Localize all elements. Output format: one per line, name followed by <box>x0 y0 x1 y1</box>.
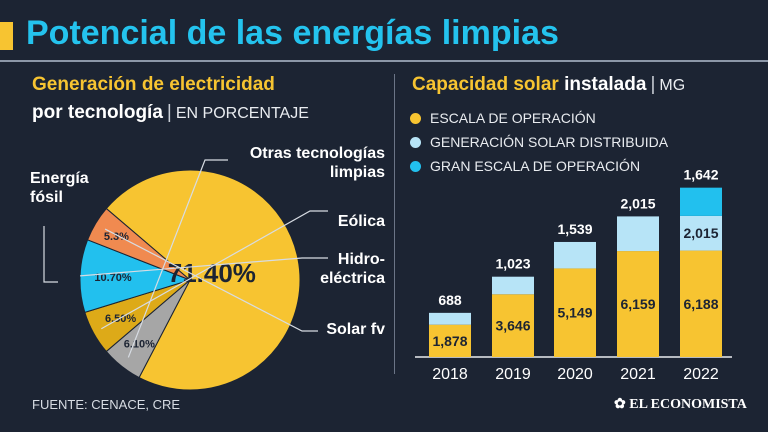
bar-segment <box>617 251 659 357</box>
legend-swatch <box>410 136 421 148</box>
bar-segment <box>680 187 722 216</box>
bar-segment <box>429 324 471 357</box>
x-tick-label: 2022 <box>683 366 719 383</box>
brand-logo: ✿ EL ECONOMISTA <box>614 396 747 413</box>
leader-line <box>104 228 318 332</box>
bar-segment <box>492 276 534 295</box>
legend-swatch <box>410 112 421 124</box>
bar-value-label: 1,878 <box>432 333 467 349</box>
brand-name: EL ECONOMISTA <box>629 397 747 412</box>
legend-item: ESCALA DE OPERACIÓN <box>410 106 668 130</box>
bar-value-label: 2,015 <box>683 225 718 241</box>
leader-line <box>80 257 328 277</box>
pie-value-label: 6.10% <box>124 339 155 351</box>
page-title: Potencial de las energías limpias <box>26 14 559 52</box>
leader-line <box>127 159 228 358</box>
bar-segment <box>554 268 596 357</box>
legend-swatch <box>410 160 421 172</box>
bar-segment <box>680 215 722 251</box>
x-tick-label: 2018 <box>432 366 468 383</box>
title-accent-bar <box>0 22 13 50</box>
legend-item: GENERACIÓN SOLAR DISTRIBUIDA <box>410 130 668 154</box>
bar-title: Capacidad solar instalada | MG <box>412 74 685 96</box>
pie-category-label: Solar fv <box>326 321 385 338</box>
bar-title-part2: instalada <box>564 74 647 95</box>
bar-value-label: 3,646 <box>495 318 530 334</box>
bar-value-label: 6,188 <box>683 296 718 312</box>
pie-title-bold: por tecnología <box>32 102 163 123</box>
bar-value-label: 6,159 <box>620 296 655 312</box>
legend-label: ESCALA DE OPERACIÓN <box>430 110 596 126</box>
pie-category-label: Otras tecnologías limpias <box>250 145 385 181</box>
x-tick-label: 2021 <box>620 366 656 383</box>
legend-label: GRAN ESCALA DE OPERACIÓN <box>430 158 641 174</box>
x-tick-label: 2020 <box>557 366 593 383</box>
bar-segment <box>680 250 722 357</box>
bar-segment <box>429 312 471 325</box>
bar-segment <box>554 241 596 269</box>
legend-label: GENERACIÓN SOLAR DISTRIBUIDA <box>430 134 669 150</box>
pie-slice <box>86 207 191 281</box>
pie-title-line1: Generación de electricidad <box>32 74 275 95</box>
bar-segment <box>617 216 659 252</box>
leader-line <box>101 210 328 330</box>
brand-icon: ✿ <box>614 397 626 412</box>
pie-title-line2: por tecnología | EN PORCENTAJE <box>32 102 309 124</box>
pie-unit: EN PORCENTAJE <box>175 105 309 122</box>
title-divider <box>0 60 768 62</box>
bar-total-label: 1,539 <box>557 221 592 237</box>
title-separator: | <box>650 74 656 95</box>
bar-unit: MG <box>659 77 686 94</box>
bar-total-label: 1,642 <box>683 167 718 183</box>
bar-title-part1: Capacidad solar <box>412 74 559 95</box>
pie-category-label: Hidro-eléctrica <box>320 251 385 287</box>
pie-category-label: Eólica <box>338 213 385 230</box>
pie-category-label: Energía fósil <box>30 170 89 206</box>
legend-item: GRAN ESCALA DE OPERACIÓN <box>410 154 668 178</box>
bar-legend: ESCALA DE OPERACIÓN GENERACIÓN SOLAR DIS… <box>410 106 668 178</box>
bar-total-label: 1,023 <box>495 256 530 272</box>
bar-value-label: 5,149 <box>557 305 592 321</box>
bar-total-label: 2,015 <box>620 195 655 211</box>
pie-value-label: 5.3% <box>104 231 129 243</box>
x-tick-label: 2019 <box>495 366 531 383</box>
source-note: FUENTE: CENACE, CRE <box>32 397 181 412</box>
leader-line <box>43 226 58 283</box>
bar-total-label: 688 <box>438 292 462 308</box>
title-separator: | <box>166 102 172 123</box>
section-divider <box>394 74 395 374</box>
pie-value-label: 10.70% <box>94 272 132 284</box>
bar-segment <box>492 294 534 357</box>
